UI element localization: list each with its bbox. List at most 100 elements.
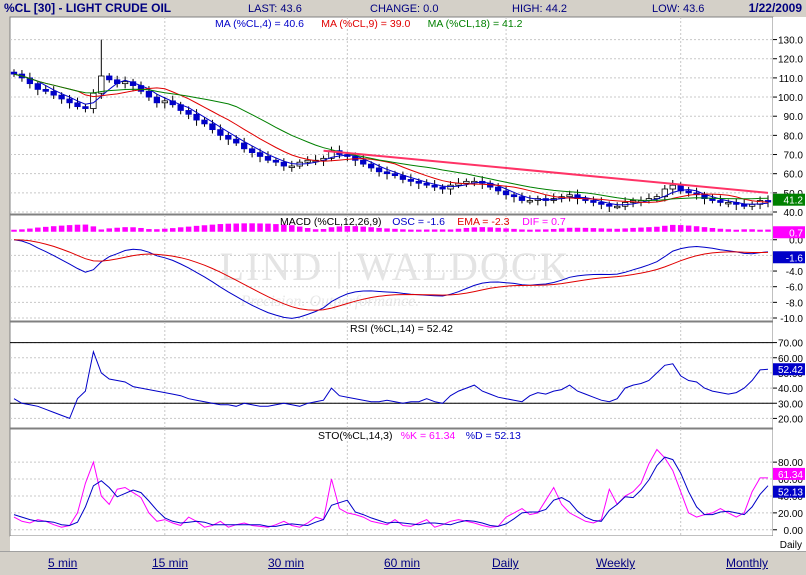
macd-histogram-bar	[471, 227, 478, 232]
macd-histogram-bar	[757, 229, 763, 232]
sto-k-tag-bg	[773, 467, 805, 480]
candle-body	[463, 180, 470, 184]
chart-area: %CL [30] - LIGHT CRUDE OIL LAST: 43.6 CH…	[4, 1, 806, 551]
candle-body	[225, 134, 232, 140]
rsi-panel	[9, 321, 774, 429]
price-tick-label: 40.0	[784, 208, 804, 219]
macd-histogram-bar	[360, 226, 366, 232]
macd-histogram-bar	[725, 229, 732, 232]
macd-histogram-bar	[312, 229, 319, 232]
timeframe-60min[interactable]: 60 min	[384, 556, 421, 570]
macd-histogram-bar	[606, 228, 613, 232]
sto-d-tag-bg	[773, 485, 805, 498]
macd-histogram-bar	[733, 229, 740, 232]
macd-histogram-bar	[431, 229, 438, 232]
macd-tick-label: -6.0	[786, 283, 804, 294]
macd-histogram-bar	[122, 227, 128, 232]
candle-body	[709, 198, 716, 201]
candle-body	[121, 81, 129, 85]
price-tick-label: 120.0	[778, 55, 803, 66]
macd-histogram-bar	[50, 226, 57, 232]
candle-body	[518, 196, 526, 201]
candle-body	[725, 202, 732, 205]
sto-d-line	[13, 456, 769, 527]
price-tick-label: 70.0	[784, 151, 804, 162]
macd-histogram-bar	[741, 229, 747, 232]
candle-body	[193, 113, 200, 121]
macd-histogram-bar	[265, 223, 271, 232]
candle-body	[407, 179, 414, 182]
rsi-legend-entry: RSI (%CL,14) = 52.42	[350, 323, 453, 335]
last-value: LAST: 43.6	[248, 3, 302, 15]
ma18-line	[13, 73, 769, 201]
price-panel	[9, 16, 774, 215]
rsi-tick-label: 60.00	[778, 354, 803, 365]
candle-body	[256, 152, 264, 157]
macd-tick-label: -8.0	[786, 298, 804, 309]
macd-histogram-bar	[296, 226, 303, 232]
candle-body	[502, 190, 510, 196]
macd-histogram-bar	[423, 229, 430, 232]
macd-histogram-bar	[685, 225, 692, 232]
timeframe-15min[interactable]: 15 min	[152, 556, 189, 570]
macd-histogram-bar	[185, 226, 192, 232]
candle-body	[82, 106, 89, 109]
macd-histogram-bar	[154, 229, 160, 232]
watermark: LIND | WALDOCK	[220, 244, 571, 289]
y-axis-strip	[773, 17, 806, 536]
macd-histogram-bar	[519, 229, 525, 232]
macd-histogram-bar	[630, 227, 636, 232]
macd-legend-entry: DIF = 0.7	[522, 216, 566, 228]
macd-histogram-bar	[392, 228, 398, 232]
macd-tick-label: 0.0	[789, 236, 803, 247]
timeframe-30min[interactable]: 30 min	[268, 556, 305, 570]
timeframe-daily[interactable]: Daily	[492, 556, 519, 570]
candle-body	[304, 159, 311, 163]
macd-histogram-bar	[416, 229, 422, 232]
timeframe-5min[interactable]: 5 min	[48, 556, 78, 570]
macd-tick-label: -10.0	[780, 314, 803, 325]
macd-histogram-bar	[709, 227, 716, 232]
candle-body	[423, 182, 430, 186]
macd-histogram-bar	[344, 226, 351, 232]
macd-histogram-bar	[550, 228, 557, 232]
macd-histogram-bar	[662, 225, 668, 232]
macd-histogram-bar	[479, 227, 486, 232]
candle-body	[74, 102, 81, 108]
rsi-tick-label: 30.00	[778, 399, 803, 410]
timeframe-weekly[interactable]: Weekly	[596, 556, 636, 570]
sto-tick-label: 0.00	[784, 526, 804, 537]
macd-dif-tag: 0.7	[789, 228, 803, 239]
macd-histogram-bar	[455, 228, 462, 232]
macd-histogram-bar	[749, 229, 755, 232]
macd-histogram-bar	[447, 229, 454, 232]
macd-histogram-bar	[566, 227, 573, 232]
price-tick-label: 100.0	[778, 93, 803, 104]
timeframe-monthly[interactable]: Monthly	[726, 556, 769, 570]
macd-histogram-bar	[177, 227, 184, 232]
header-date: 1/22/2009	[749, 1, 803, 15]
marks-layer	[10, 39, 773, 528]
macd-histogram-bar	[201, 225, 208, 232]
macd-osc-tag: -1.6	[786, 253, 804, 264]
macd-histogram-bar	[320, 229, 327, 232]
candle-body	[669, 184, 676, 190]
candle-body	[201, 119, 208, 125]
change-value: CHANGE: 0.0	[370, 3, 438, 15]
candle-body	[526, 200, 534, 203]
macd-histogram-bar	[66, 225, 73, 232]
macd-histogram-bar	[98, 229, 105, 232]
rsi-last-tag: 52.42	[778, 365, 803, 376]
macd-histogram-bar	[130, 227, 136, 232]
candle-body	[391, 173, 399, 176]
macd-tick-label: -4.0	[786, 267, 804, 278]
macd-histogram-bar	[249, 223, 255, 232]
macd-histogram-bar	[574, 227, 581, 232]
macd-histogram-bar	[765, 229, 771, 232]
macd-histogram-bar	[677, 225, 684, 232]
macd-histogram-bar	[328, 227, 335, 232]
candle-body	[280, 161, 288, 167]
macd-histogram-bar	[336, 226, 343, 232]
watermark-layer: LIND | WALDOCK Precision. Outperformance…	[220, 244, 571, 310]
macd-histogram-bar	[42, 226, 49, 232]
